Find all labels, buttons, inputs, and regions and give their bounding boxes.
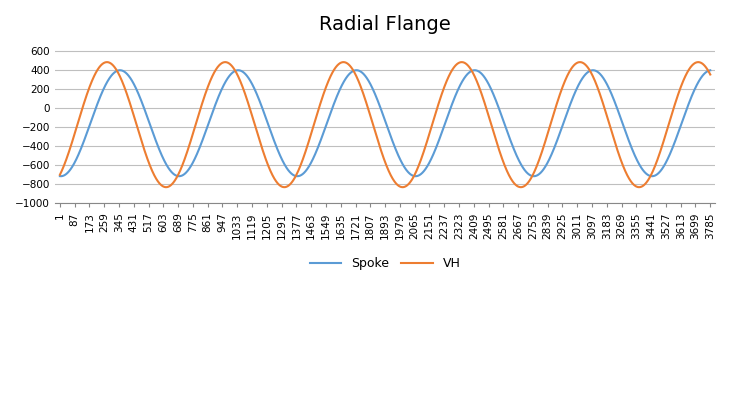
- Spoke: [151, 136, 159, 141]
- Line: Spoke: Spoke: [60, 70, 711, 176]
- Spoke: [314, 144, 323, 149]
- Spoke: [56, 174, 65, 179]
- VH: [706, 72, 715, 77]
- Spoke: [419, 170, 428, 174]
- Title: Radial Flange: Radial Flange: [319, 15, 451, 34]
- VH: [314, 108, 323, 112]
- VH: [56, 172, 64, 177]
- VH: [419, 151, 428, 156]
- VH: [398, 185, 406, 190]
- Spoke: [322, 122, 331, 127]
- Spoke: [398, 161, 406, 166]
- Legend: Spoke, VH: Spoke, VH: [305, 252, 466, 275]
- Spoke: [56, 174, 64, 178]
- Spoke: [115, 68, 124, 73]
- VH: [260, 154, 269, 158]
- VH: [151, 174, 159, 179]
- VH: [102, 60, 111, 64]
- Line: VH: VH: [60, 62, 711, 187]
- Spoke: [260, 112, 269, 117]
- Spoke: [706, 68, 715, 73]
- VH: [162, 185, 170, 190]
- VH: [322, 84, 331, 88]
